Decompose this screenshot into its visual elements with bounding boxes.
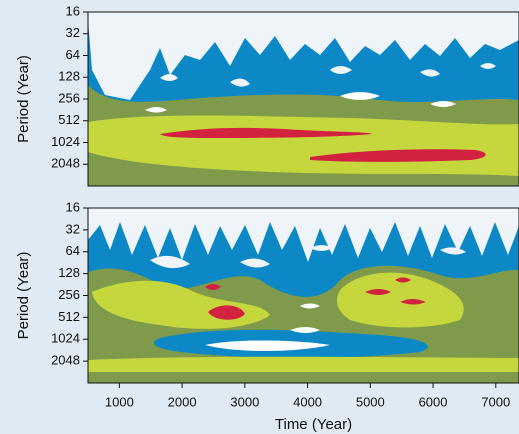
x-axis-label: Time (Year) [275,416,352,433]
y-tick-label: 2048 [51,353,80,368]
x-tick-label: 1000 [105,394,134,409]
y-tick-label: 2048 [51,156,80,171]
y-tick-label: 64 [66,243,80,258]
y-tick-label: 128 [58,69,80,84]
x-tick-label: 6000 [419,394,448,409]
y-tick-label: 64 [66,47,80,62]
y-tick-label: 256 [58,287,80,302]
x-tick-label: 4000 [293,394,322,409]
contour-bottom [88,208,519,383]
y-tick-label: 512 [58,112,80,127]
x-tick-label: 5000 [356,394,385,409]
contour-top [88,12,519,186]
y-tick-label: 32 [66,25,80,40]
x-tick-label: 3000 [230,394,259,409]
y-tick-label: 1024 [51,134,80,149]
y-tick-label: 16 [66,3,80,18]
x-tick-label: 7000 [481,394,510,409]
y-tick-label: 256 [58,90,80,105]
y-tick-label: 1024 [51,331,80,346]
x-tick-label: 2000 [168,394,197,409]
y-tick-label: 512 [58,309,80,324]
y-tick-label: 128 [58,265,80,280]
y-tick-label: 32 [66,221,80,236]
y-tick-label: 16 [66,199,80,214]
y-axis-label: Period (Year) [15,252,32,340]
y-axis-label: Period (Year) [15,55,32,143]
